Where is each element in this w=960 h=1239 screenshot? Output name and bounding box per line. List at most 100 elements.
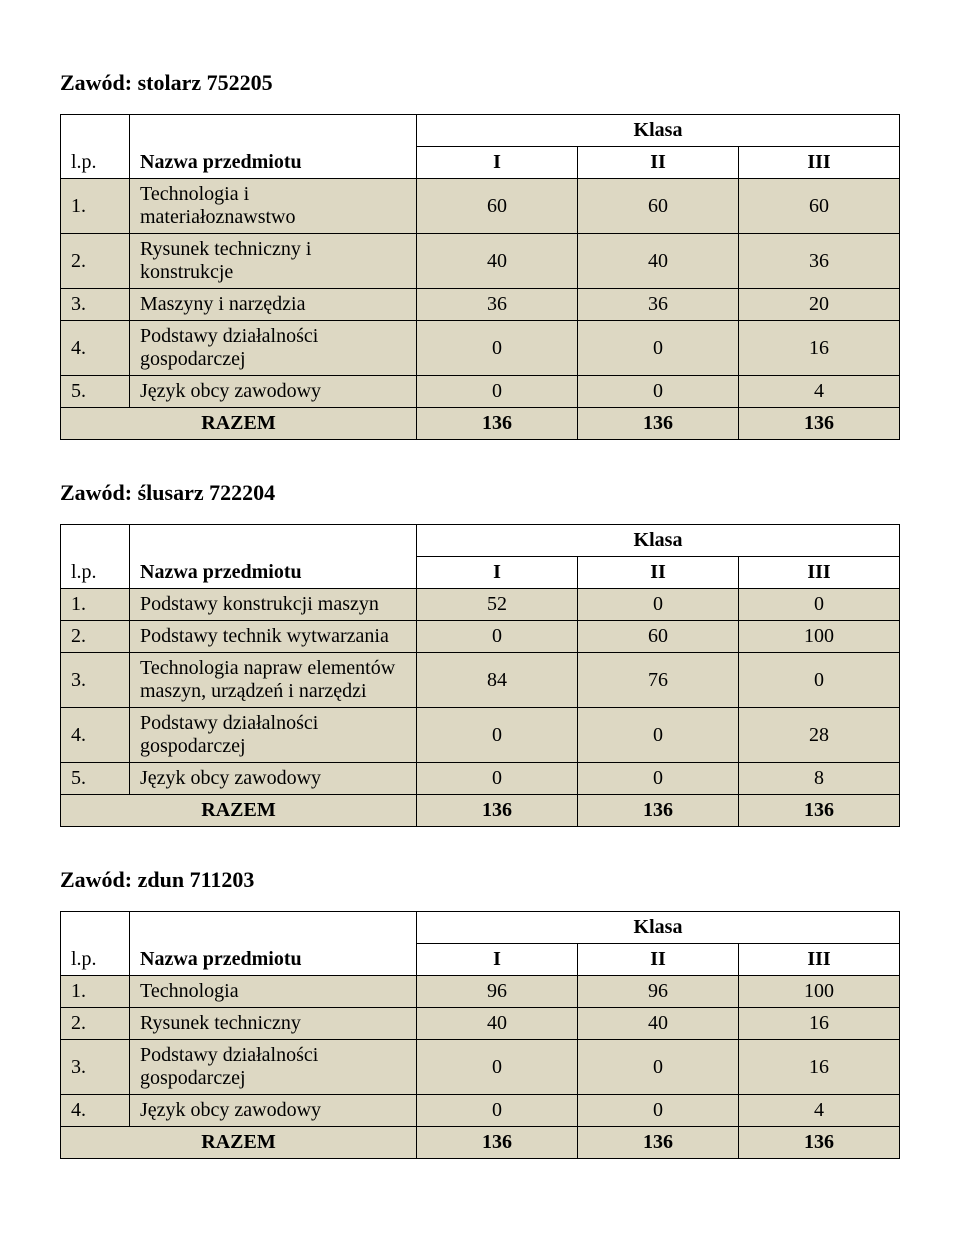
header-klasa: Klasa: [417, 115, 900, 147]
razem-val: 136: [417, 795, 578, 827]
cell-val: 0: [739, 589, 900, 621]
cell-val: 0: [578, 1040, 739, 1095]
header-name: Nazwa przedmiotu: [130, 115, 417, 179]
cell-val: 36: [578, 289, 739, 321]
razem-val: 136: [739, 795, 900, 827]
table-row: 3. Podstawy działalności gospodarczej 0 …: [61, 1040, 900, 1095]
cell-val: 40: [417, 234, 578, 289]
table-row: 1. Technologia i materiałoznawstwo 60 60…: [61, 179, 900, 234]
cell-lp: 3.: [61, 1040, 130, 1095]
razem-row: RAZEM 136 136 136: [61, 1127, 900, 1159]
cell-val: 16: [739, 1040, 900, 1095]
cell-val: 8: [739, 763, 900, 795]
cell-name: Rysunek techniczny i konstrukcje: [130, 234, 417, 289]
cell-val: 0: [578, 376, 739, 408]
razem-label: RAZEM: [61, 795, 417, 827]
header-col-ii: II: [578, 147, 739, 179]
cell-val: 0: [417, 1040, 578, 1095]
cell-val: 40: [578, 234, 739, 289]
cell-val: 0: [417, 708, 578, 763]
header-name: Nazwa przedmiotu: [130, 912, 417, 976]
cell-val: 60: [739, 179, 900, 234]
razem-val: 136: [417, 408, 578, 440]
cell-name: Język obcy zawodowy: [130, 1095, 417, 1127]
header-col-ii: II: [578, 557, 739, 589]
razem-row: RAZEM 136 136 136: [61, 795, 900, 827]
cell-name: Podstawy technik wytwarzania: [130, 621, 417, 653]
cell-val: 76: [578, 653, 739, 708]
table-row: 1. Technologia 96 96 100: [61, 976, 900, 1008]
cell-val: 60: [578, 179, 739, 234]
cell-val: 52: [417, 589, 578, 621]
header-klasa: Klasa: [417, 912, 900, 944]
cell-name: Technologia napraw elementów maszyn, urz…: [130, 653, 417, 708]
cell-val: 40: [417, 1008, 578, 1040]
razem-val: 136: [739, 408, 900, 440]
cell-name: Język obcy zawodowy: [130, 376, 417, 408]
cell-name: Technologia i materiałoznawstwo: [130, 179, 417, 234]
cell-lp: 4.: [61, 1095, 130, 1127]
cell-name: Język obcy zawodowy: [130, 763, 417, 795]
header-col-i: I: [417, 944, 578, 976]
cell-name: Podstawy konstrukcji maszyn: [130, 589, 417, 621]
cell-val: 36: [417, 289, 578, 321]
cell-val: 0: [417, 376, 578, 408]
table-row: 3. Technologia napraw elementów maszyn, …: [61, 653, 900, 708]
cell-val: 0: [578, 1095, 739, 1127]
razem-label: RAZEM: [61, 1127, 417, 1159]
header-col-i: I: [417, 147, 578, 179]
cell-val: 0: [417, 763, 578, 795]
cell-val: 0: [417, 1095, 578, 1127]
cell-lp: 1.: [61, 976, 130, 1008]
cell-lp: 2.: [61, 1008, 130, 1040]
cell-val: 0: [417, 321, 578, 376]
cell-val: 100: [739, 976, 900, 1008]
cell-lp: 2.: [61, 621, 130, 653]
cell-name: Podstawy działalności gospodarczej: [130, 708, 417, 763]
cell-lp: 2.: [61, 234, 130, 289]
cell-val: 100: [739, 621, 900, 653]
razem-val: 136: [578, 1127, 739, 1159]
header-col-iii: III: [739, 944, 900, 976]
razem-val: 136: [578, 795, 739, 827]
header-col-i: I: [417, 557, 578, 589]
cell-lp: 1.: [61, 179, 130, 234]
cell-lp: 3.: [61, 289, 130, 321]
cell-val: 36: [739, 234, 900, 289]
cell-lp: 4.: [61, 708, 130, 763]
cell-val: 84: [417, 653, 578, 708]
header-lp: l.p.: [61, 525, 130, 589]
header-klasa: Klasa: [417, 525, 900, 557]
cell-val: 0: [578, 763, 739, 795]
cell-val: 4: [739, 1095, 900, 1127]
cell-val: 96: [417, 976, 578, 1008]
header-lp: l.p.: [61, 912, 130, 976]
table-row: 4. Język obcy zawodowy 0 0 4: [61, 1095, 900, 1127]
cell-name: Podstawy działalności gospodarczej: [130, 321, 417, 376]
cell-val: 20: [739, 289, 900, 321]
razem-val: 136: [739, 1127, 900, 1159]
curriculum-table: l.p. Nazwa przedmiotu Klasa I II III 1. …: [60, 114, 900, 440]
cell-val: 60: [578, 621, 739, 653]
razem-label: RAZEM: [61, 408, 417, 440]
cell-val: 0: [417, 621, 578, 653]
cell-name: Podstawy działalności gospodarczej: [130, 1040, 417, 1095]
table-row: 3. Maszyny i narzędzia 36 36 20: [61, 289, 900, 321]
cell-val: 4: [739, 376, 900, 408]
table-row: 2. Rysunek techniczny 40 40 16: [61, 1008, 900, 1040]
cell-val: 16: [739, 321, 900, 376]
header-name: Nazwa przedmiotu: [130, 525, 417, 589]
section-title: Zawód: zdun 711203: [60, 867, 900, 893]
table-row: 5. Język obcy zawodowy 0 0 8: [61, 763, 900, 795]
table-row: 2. Rysunek techniczny i konstrukcje 40 4…: [61, 234, 900, 289]
cell-lp: 5.: [61, 376, 130, 408]
razem-val: 136: [417, 1127, 578, 1159]
cell-name: Maszyny i narzędzia: [130, 289, 417, 321]
curriculum-table: l.p. Nazwa przedmiotu Klasa I II III 1. …: [60, 524, 900, 827]
cell-val: 0: [578, 708, 739, 763]
cell-val: 60: [417, 179, 578, 234]
cell-name: Rysunek techniczny: [130, 1008, 417, 1040]
curriculum-table: l.p. Nazwa przedmiotu Klasa I II III 1. …: [60, 911, 900, 1159]
cell-val: 0: [578, 321, 739, 376]
header-col-ii: II: [578, 944, 739, 976]
